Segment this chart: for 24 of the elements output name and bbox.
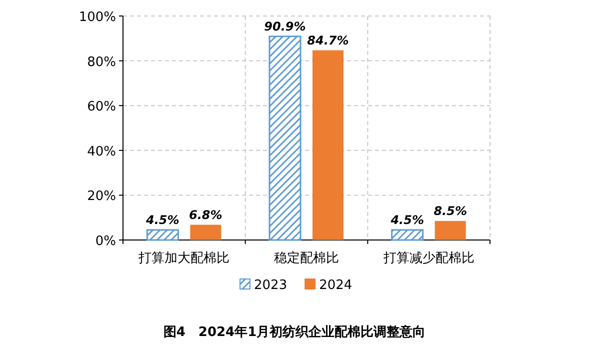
data-label: 8.5% bbox=[434, 204, 467, 218]
y-tick-label: 100% bbox=[78, 10, 116, 25]
y-tick-label: 80% bbox=[87, 54, 116, 70]
bar bbox=[312, 50, 344, 240]
x-tick-label: 稳定配棉比 bbox=[274, 251, 339, 266]
data-label: 90.9% bbox=[264, 19, 306, 34]
legend-label: 2023 bbox=[254, 278, 288, 293]
x-tick-label: 打算加大配棉比 bbox=[138, 251, 230, 266]
legend-label: 2024 bbox=[319, 278, 352, 293]
y-tick-label: 60% bbox=[87, 100, 116, 115]
data-label: 4.5% bbox=[390, 212, 424, 227]
y-tick-label: 0% bbox=[95, 234, 116, 249]
x-tick-label: 打算减少配棉比 bbox=[382, 251, 474, 266]
bar bbox=[190, 224, 222, 240]
data-label: 4.5% bbox=[145, 212, 180, 227]
bar bbox=[146, 229, 179, 241]
y-tick-label: 40% bbox=[87, 144, 116, 160]
data-label: 84.7% bbox=[307, 33, 349, 48]
text: 图4 2024年1月初纺织企业配棉比调整意向 bbox=[163, 324, 426, 340]
bar bbox=[391, 229, 424, 241]
bar bbox=[434, 220, 466, 240]
y-tick-label: 20% bbox=[87, 189, 116, 204]
data-label: 6.8% bbox=[189, 208, 222, 222]
bar bbox=[268, 36, 302, 241]
